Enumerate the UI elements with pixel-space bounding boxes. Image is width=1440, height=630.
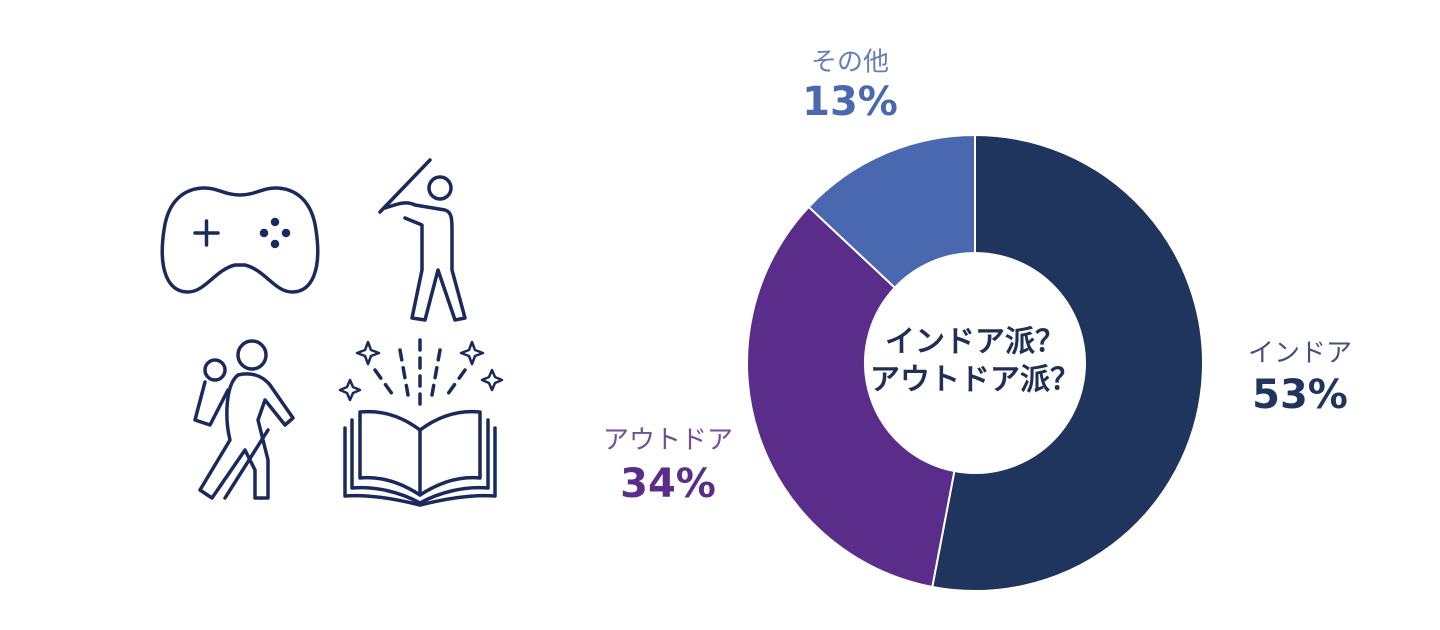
icons bbox=[160, 158, 504, 507]
donut bbox=[746, 133, 1204, 592]
donut-segment bbox=[931, 133, 1204, 592]
center-label: インドア派？ bbox=[885, 325, 1065, 360]
category-label: その他 bbox=[811, 48, 889, 78]
donut-segment bbox=[746, 205, 956, 589]
donut-segment bbox=[807, 133, 976, 290]
hiker-icon bbox=[193, 339, 295, 500]
value-label: 34% bbox=[620, 461, 716, 507]
book-icon bbox=[338, 338, 504, 507]
batter-icon bbox=[378, 158, 467, 322]
category-label: インドア bbox=[1248, 339, 1352, 369]
game-controller-icon bbox=[160, 186, 320, 294]
value-label: 53% bbox=[1252, 372, 1348, 418]
center-label: アウトドア派？ bbox=[870, 363, 1080, 398]
value-label: 13% bbox=[802, 79, 898, 125]
category-label: アウトドア bbox=[603, 426, 733, 456]
